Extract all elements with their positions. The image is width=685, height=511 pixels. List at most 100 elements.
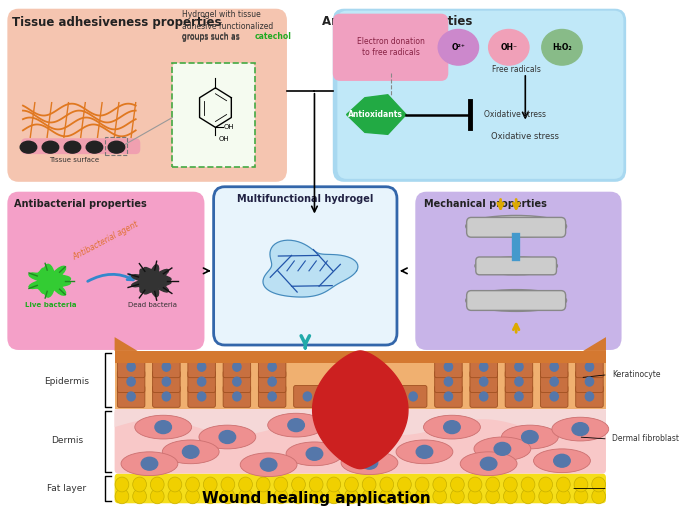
Ellipse shape	[542, 30, 582, 65]
Text: H₂O₂: H₂O₂	[552, 43, 572, 52]
Ellipse shape	[474, 437, 531, 461]
Text: Tissue surface: Tissue surface	[49, 157, 99, 163]
FancyBboxPatch shape	[470, 356, 497, 378]
Text: Dermis: Dermis	[51, 436, 83, 446]
Circle shape	[303, 392, 312, 401]
FancyBboxPatch shape	[435, 356, 462, 378]
FancyBboxPatch shape	[540, 386, 568, 407]
Circle shape	[445, 377, 453, 386]
Circle shape	[486, 489, 499, 504]
Circle shape	[268, 362, 276, 371]
Circle shape	[162, 392, 171, 401]
Circle shape	[409, 392, 417, 401]
Circle shape	[479, 362, 488, 371]
Ellipse shape	[522, 431, 538, 444]
Circle shape	[221, 489, 235, 504]
Circle shape	[268, 377, 276, 386]
Ellipse shape	[268, 413, 325, 437]
Ellipse shape	[416, 446, 433, 458]
Circle shape	[203, 489, 217, 504]
Circle shape	[238, 489, 252, 504]
Circle shape	[127, 392, 135, 401]
Bar	[105, 137, 127, 155]
Circle shape	[162, 377, 171, 386]
Text: catechol: catechol	[255, 33, 292, 41]
FancyBboxPatch shape	[21, 138, 140, 154]
Circle shape	[539, 477, 553, 492]
Text: Oxidative stress: Oxidative stress	[484, 110, 546, 119]
FancyBboxPatch shape	[214, 187, 397, 345]
Polygon shape	[114, 409, 606, 435]
Polygon shape	[408, 351, 606, 363]
FancyBboxPatch shape	[8, 192, 204, 350]
Ellipse shape	[466, 290, 566, 311]
Polygon shape	[583, 337, 606, 351]
Text: Antibacterial properties: Antibacterial properties	[14, 199, 147, 208]
Ellipse shape	[42, 141, 59, 153]
Circle shape	[415, 489, 429, 504]
Ellipse shape	[288, 419, 304, 432]
Circle shape	[221, 477, 235, 492]
FancyBboxPatch shape	[575, 386, 603, 407]
Circle shape	[292, 477, 306, 492]
Ellipse shape	[501, 425, 558, 449]
FancyBboxPatch shape	[114, 474, 606, 503]
Text: O²⁺: O²⁺	[451, 43, 465, 52]
FancyBboxPatch shape	[223, 356, 251, 378]
Polygon shape	[114, 351, 312, 363]
FancyBboxPatch shape	[223, 386, 251, 407]
Circle shape	[127, 377, 135, 386]
FancyBboxPatch shape	[415, 192, 621, 350]
FancyBboxPatch shape	[333, 14, 448, 81]
Circle shape	[586, 377, 594, 386]
FancyBboxPatch shape	[188, 371, 215, 392]
Ellipse shape	[460, 452, 517, 476]
Circle shape	[362, 477, 376, 492]
Circle shape	[380, 489, 394, 504]
Circle shape	[433, 489, 447, 504]
Ellipse shape	[480, 457, 497, 470]
Circle shape	[503, 477, 517, 492]
Circle shape	[380, 477, 394, 492]
Circle shape	[256, 477, 270, 492]
Circle shape	[515, 362, 523, 371]
Ellipse shape	[135, 415, 192, 439]
FancyBboxPatch shape	[476, 257, 556, 275]
Circle shape	[274, 489, 288, 504]
Ellipse shape	[552, 417, 609, 441]
Ellipse shape	[572, 423, 588, 435]
Text: Fat layer: Fat layer	[47, 484, 86, 493]
Circle shape	[574, 477, 588, 492]
Circle shape	[256, 489, 270, 504]
Circle shape	[445, 392, 453, 401]
Circle shape	[556, 489, 570, 504]
Circle shape	[592, 489, 606, 504]
Circle shape	[550, 362, 558, 371]
Circle shape	[445, 362, 453, 371]
Circle shape	[203, 477, 217, 492]
FancyBboxPatch shape	[540, 371, 568, 392]
Text: Antioxidants: Antioxidants	[349, 110, 403, 119]
Circle shape	[362, 489, 376, 504]
FancyBboxPatch shape	[153, 356, 180, 378]
Circle shape	[186, 477, 199, 492]
Circle shape	[327, 489, 340, 504]
Circle shape	[127, 362, 135, 371]
FancyBboxPatch shape	[575, 356, 603, 378]
Circle shape	[521, 477, 535, 492]
Circle shape	[115, 489, 129, 504]
Ellipse shape	[182, 446, 199, 458]
FancyBboxPatch shape	[258, 356, 286, 378]
Text: Keratinocyte: Keratinocyte	[612, 370, 661, 379]
Circle shape	[186, 489, 199, 504]
FancyBboxPatch shape	[338, 11, 623, 179]
Circle shape	[433, 477, 447, 492]
FancyBboxPatch shape	[575, 371, 603, 392]
Circle shape	[345, 489, 358, 504]
Circle shape	[550, 377, 558, 386]
Circle shape	[397, 489, 411, 504]
Text: OH⁻: OH⁻	[500, 43, 517, 52]
FancyBboxPatch shape	[258, 371, 286, 392]
Circle shape	[292, 489, 306, 504]
Ellipse shape	[155, 421, 171, 433]
